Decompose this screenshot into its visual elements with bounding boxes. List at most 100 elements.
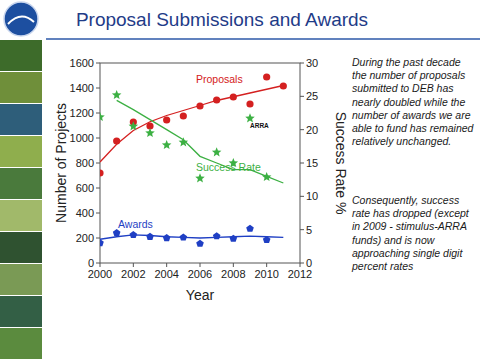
x-tick <box>266 263 267 267</box>
y2-tick-label: 25 <box>306 90 318 102</box>
annotation: ARRA <box>250 122 269 129</box>
marker <box>196 102 203 109</box>
photo <box>0 136 42 167</box>
x-tick <box>100 263 101 267</box>
y2-tick <box>300 163 304 164</box>
x-tick-label: 2008 <box>221 268 245 280</box>
marker <box>113 137 120 144</box>
plot-data <box>100 73 287 246</box>
photo-strip <box>0 40 42 359</box>
series-label: Success Rate <box>196 161 261 173</box>
y2-tick <box>300 96 304 97</box>
x-tick-label: 2004 <box>154 268 178 280</box>
y-tick-label: 1600 <box>70 57 94 69</box>
marker <box>230 93 237 100</box>
y-tick <box>96 163 100 164</box>
logo-swoosh <box>8 16 34 24</box>
marker <box>213 232 221 239</box>
x-tick-label: 2012 <box>288 268 312 280</box>
title: Proposal Submissions and Awards <box>76 9 368 30</box>
marker <box>212 147 222 156</box>
trend-line <box>100 235 283 239</box>
y2-tick <box>300 196 304 197</box>
x-tick <box>233 263 234 267</box>
y2-tick-label: 30 <box>306 57 318 69</box>
y-tick <box>96 238 100 239</box>
x-tick <box>166 263 167 267</box>
marker <box>130 231 138 238</box>
y-tick-label: 0 <box>88 257 94 269</box>
y2-tick-label: 0 <box>306 257 312 269</box>
marker <box>213 96 220 103</box>
y-tick <box>96 263 100 264</box>
marker <box>100 112 105 121</box>
y-tick-label: 1200 <box>70 107 94 119</box>
marker <box>163 116 170 123</box>
photo <box>0 104 42 135</box>
y2-tick <box>300 229 304 230</box>
y-tick <box>96 63 100 64</box>
y-tick <box>96 213 100 214</box>
marker <box>100 169 104 176</box>
x-tick-label: 2000 <box>88 268 112 280</box>
marker <box>195 173 205 182</box>
side-note: Consequently, success rate has dropped (… <box>352 194 476 273</box>
marker <box>196 240 204 247</box>
slide: Proposal Submissions and Awards200020022… <box>0 0 480 360</box>
x-tick <box>300 263 301 267</box>
marker <box>146 233 154 240</box>
photo <box>0 200 42 231</box>
marker <box>180 233 188 240</box>
y-tick <box>96 138 100 139</box>
y2-axis-label: Success Rate % <box>333 112 349 215</box>
photo <box>0 40 42 71</box>
series-label: Awards <box>118 218 153 230</box>
marker <box>163 234 171 241</box>
y-tick-label: 1400 <box>70 82 94 94</box>
photo <box>0 264 42 295</box>
x-tick <box>133 263 134 267</box>
y2-tick-label: 5 <box>306 224 312 236</box>
y-axis-label: Number of Projects <box>53 103 69 223</box>
y-tick <box>96 188 100 189</box>
marker <box>263 73 270 80</box>
y2-tick-label: 10 <box>306 190 318 202</box>
y-tick-label: 800 <box>76 157 94 169</box>
axes: 2000200220042006200820102012020040060080… <box>53 57 349 303</box>
y-tick <box>96 88 100 89</box>
marker <box>262 172 272 181</box>
trend-line <box>100 86 283 163</box>
logo-disc <box>4 2 38 36</box>
y2-tick <box>300 129 304 130</box>
series <box>100 73 287 176</box>
y-tick-label: 600 <box>76 182 94 194</box>
marker <box>113 229 121 236</box>
marker <box>263 236 271 243</box>
y2-tick-label: 15 <box>306 157 318 169</box>
x-tick-label: 2010 <box>254 268 278 280</box>
marker <box>112 90 122 99</box>
x-tick <box>200 263 201 267</box>
header-rule <box>46 38 480 40</box>
plot-frame <box>100 63 300 263</box>
photo <box>0 168 42 199</box>
marker <box>145 128 155 137</box>
marker <box>280 82 287 89</box>
y-tick <box>96 113 100 114</box>
y-tick-label: 400 <box>76 207 94 219</box>
photo <box>0 296 42 327</box>
y2-tick <box>300 63 304 64</box>
y2-tick <box>300 263 304 264</box>
series-label: Proposals <box>196 73 243 85</box>
photo <box>0 72 42 103</box>
marker <box>179 137 189 146</box>
x-axis-label: Year <box>186 287 215 303</box>
logo <box>4 2 38 36</box>
marker <box>129 121 139 130</box>
y2-tick-label: 20 <box>306 124 318 136</box>
y-tick-label: 200 <box>76 232 94 244</box>
photo <box>0 232 42 263</box>
marker <box>246 225 254 232</box>
marker <box>230 235 238 242</box>
series <box>100 90 283 183</box>
